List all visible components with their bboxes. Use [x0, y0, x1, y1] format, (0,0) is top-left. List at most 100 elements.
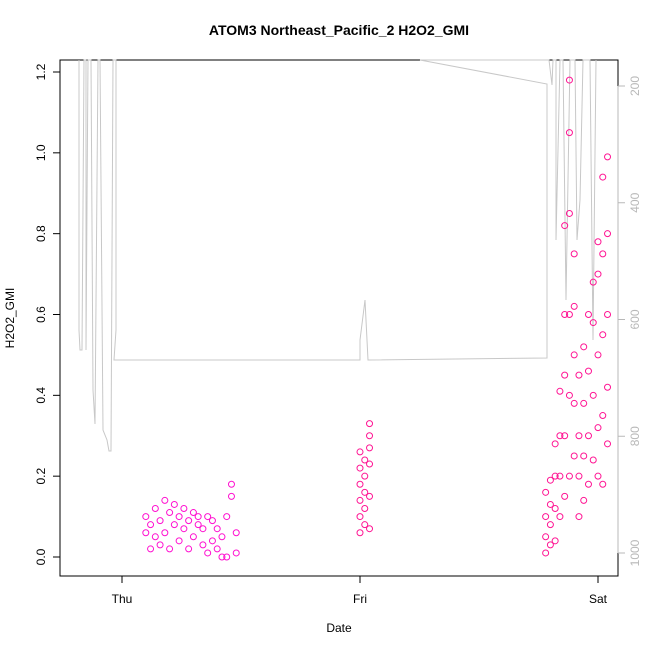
data-point: [189, 533, 197, 541]
data-point: [556, 472, 564, 480]
y2-tick-label: 200: [628, 76, 642, 96]
y-tick-label: 0.0: [34, 548, 48, 565]
data-point: [361, 472, 369, 480]
data-point: [147, 545, 155, 553]
data-point: [366, 420, 374, 428]
data-point: [604, 230, 612, 238]
data-point: [551, 537, 559, 545]
data-point: [565, 311, 573, 318]
data-point: [185, 545, 193, 553]
data-point: [565, 129, 573, 137]
data-point: [561, 371, 569, 379]
data-point: [594, 238, 602, 246]
data-point: [546, 521, 554, 529]
data-point: [556, 387, 564, 395]
data-point: [161, 529, 169, 537]
data-point: [570, 399, 578, 407]
data-point: [142, 513, 150, 521]
data-point: [542, 549, 550, 557]
data-point: [180, 505, 188, 512]
y2-tick-label: 800: [628, 426, 642, 446]
data-point: [213, 525, 221, 533]
y2-tick-label: 400: [628, 192, 642, 212]
data-point: [565, 472, 573, 480]
data-point: [366, 432, 374, 440]
data-point: [599, 173, 607, 181]
data-point: [204, 513, 212, 521]
data-point: [575, 432, 583, 440]
data-point: [218, 533, 226, 541]
data-point: [185, 517, 193, 525]
x-tick-label: Thu: [112, 592, 133, 606]
data-point: [594, 351, 602, 359]
data-point: [161, 496, 169, 504]
data-point: [604, 440, 612, 448]
data-point: [366, 460, 374, 468]
data-point: [565, 76, 573, 84]
data-point: [356, 529, 364, 537]
data-point: [580, 343, 588, 351]
pressure-line: [78, 59, 597, 452]
x-axis-label: Date: [326, 621, 352, 635]
data-point: [361, 521, 369, 529]
data-point: [589, 319, 597, 327]
data-point: [565, 391, 573, 399]
data-point: [180, 525, 188, 533]
data-point: [156, 541, 164, 549]
data-point: [551, 472, 559, 480]
data-point: [151, 505, 159, 512]
data-point: [175, 537, 183, 545]
data-point: [546, 541, 554, 549]
pressure-line-layer: [78, 59, 597, 452]
x-tick-label: Fri: [353, 592, 367, 606]
data-point: [580, 496, 588, 504]
data-point: [356, 513, 364, 521]
data-point: [356, 448, 364, 456]
data-point: [227, 480, 235, 488]
data-point: [604, 153, 612, 161]
data-point: [570, 250, 578, 258]
data-point: [594, 424, 602, 432]
chart-title: ATOM3 Northeast_Pacific_2 H2O2_GMI: [209, 22, 469, 38]
data-point: [232, 529, 240, 537]
data-point: [227, 492, 235, 500]
data-point: [599, 412, 607, 420]
data-point: [589, 278, 597, 286]
data-point: [218, 553, 226, 561]
data-point: [561, 222, 569, 230]
data-point: [356, 464, 364, 472]
data-point: [584, 311, 592, 318]
data-point: [594, 472, 602, 480]
data-point: [151, 533, 159, 541]
data-point: [575, 371, 583, 379]
data-point: [542, 533, 550, 541]
y-tick-label: 1.2: [34, 63, 48, 80]
data-point: [356, 496, 364, 504]
data-point: [213, 545, 221, 553]
data-point: [542, 513, 550, 521]
data-point: [366, 525, 374, 533]
data-point: [604, 383, 612, 391]
data-point: [366, 492, 374, 500]
data-point: [199, 525, 207, 533]
data-point: [575, 513, 583, 521]
data-point: [599, 250, 607, 258]
data-point: [194, 521, 202, 529]
data-point: [361, 505, 369, 512]
data-point: [170, 521, 178, 529]
y2-tick-label: 1000: [628, 539, 642, 566]
data-point: [156, 517, 164, 525]
data-point: [542, 488, 550, 496]
data-point: [232, 549, 240, 557]
data-point: [589, 456, 597, 464]
data-point: [561, 432, 569, 440]
data-point: [356, 480, 364, 488]
data-point: [147, 521, 155, 529]
data-point: [142, 529, 150, 537]
data-point: [223, 553, 231, 561]
data-point: [584, 432, 592, 440]
data-point: [546, 476, 554, 484]
data-point: [556, 432, 564, 440]
data-point: [166, 509, 174, 517]
